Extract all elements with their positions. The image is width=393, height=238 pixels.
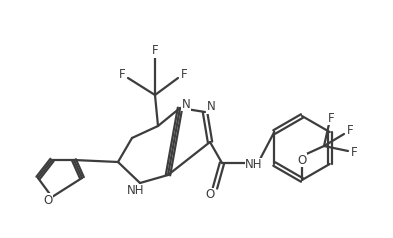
Text: O: O: [43, 193, 53, 207]
Text: F: F: [119, 68, 125, 80]
Text: F: F: [347, 124, 353, 137]
Text: NH: NH: [127, 184, 145, 198]
Text: N: N: [207, 100, 215, 114]
Text: NH: NH: [245, 159, 263, 172]
Text: O: O: [206, 188, 215, 202]
Text: F: F: [328, 111, 334, 124]
Text: F: F: [152, 45, 158, 58]
Text: F: F: [181, 68, 187, 80]
Text: O: O: [298, 154, 307, 167]
Text: N: N: [182, 98, 190, 110]
Text: F: F: [351, 147, 357, 159]
